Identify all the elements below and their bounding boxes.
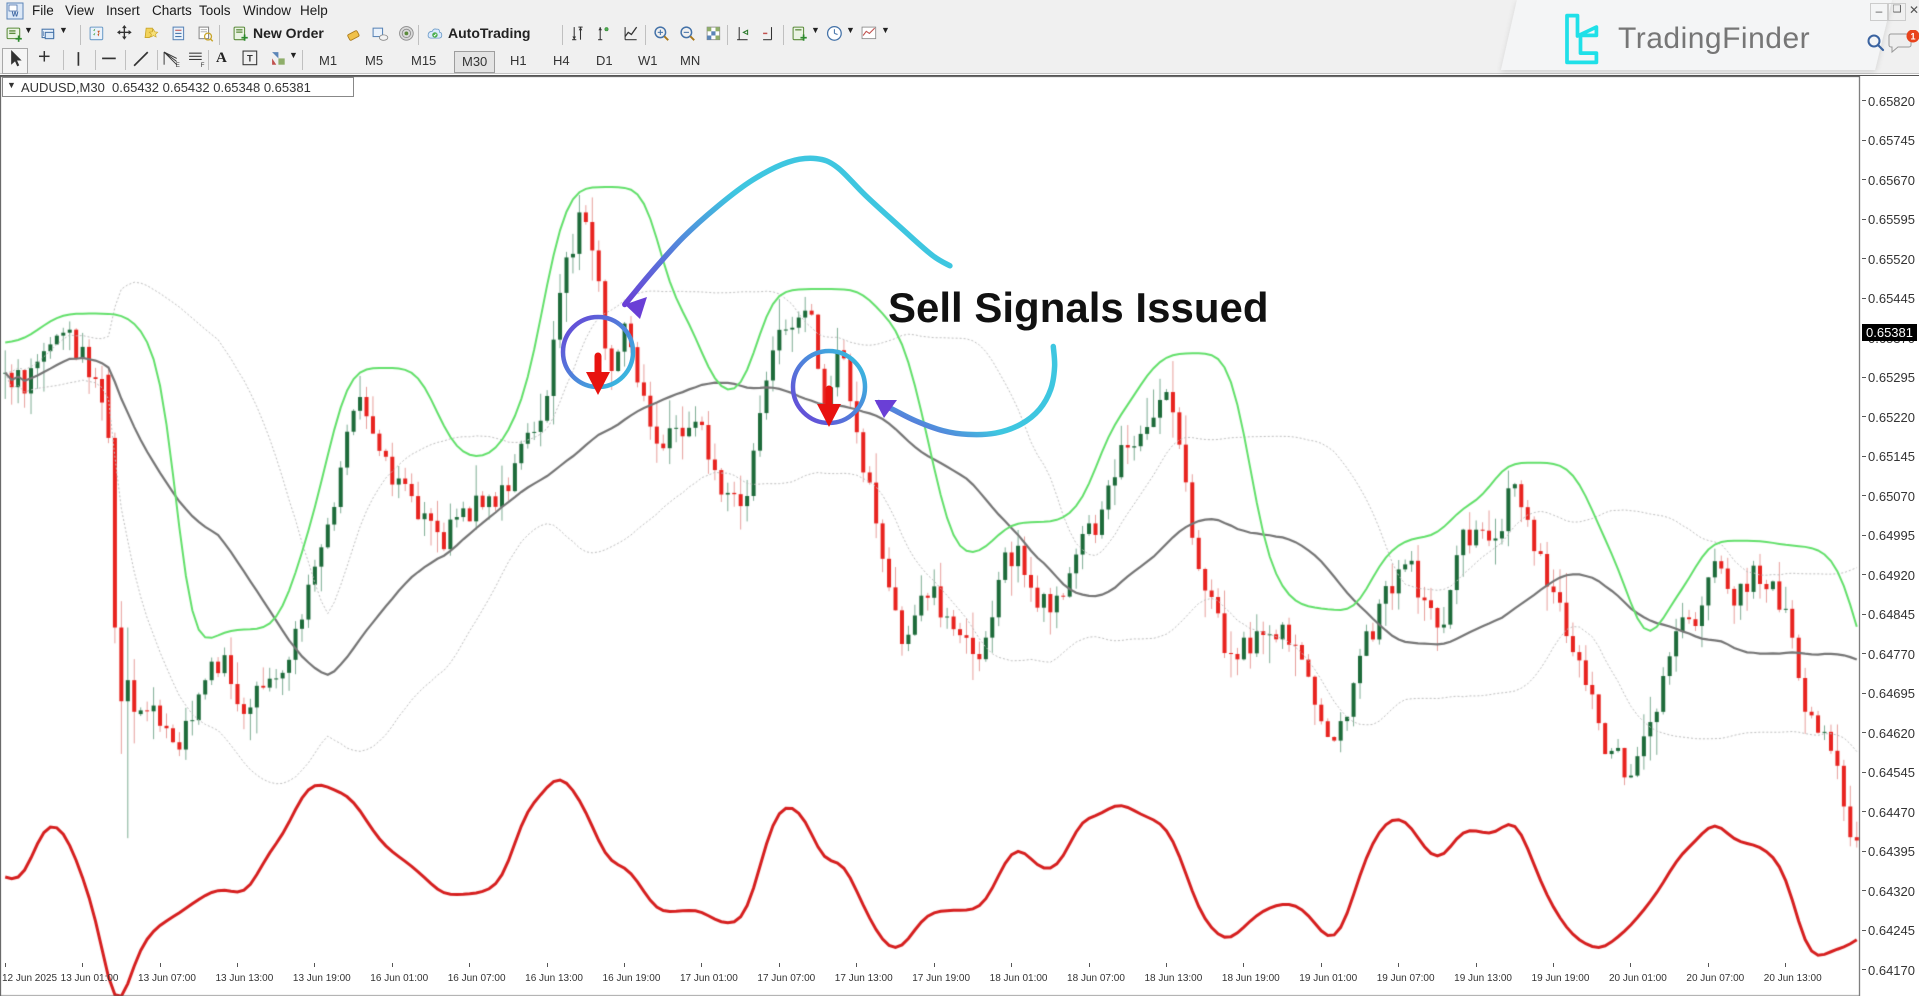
- svg-text:1: 1: [1910, 32, 1915, 42]
